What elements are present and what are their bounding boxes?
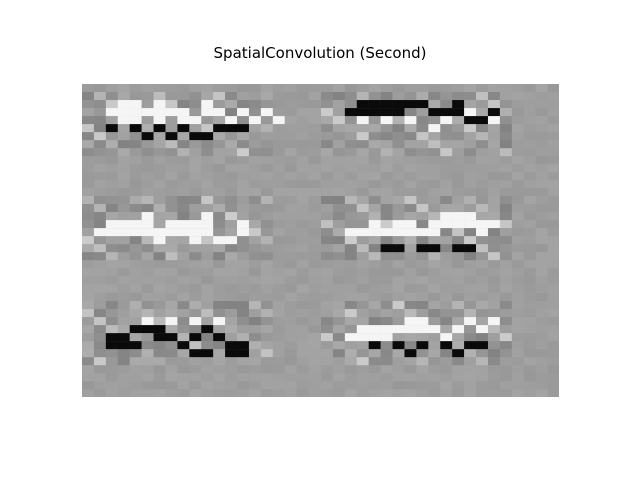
filter-tile-1 — [82, 84, 321, 189]
filter-image-2 — [320, 84, 559, 189]
filter-image-1 — [82, 84, 321, 189]
filter-tile-3 — [82, 188, 321, 293]
filter-tile-5 — [82, 292, 321, 397]
filter-image-6 — [320, 292, 559, 397]
filter-tile-6 — [320, 292, 559, 397]
figure-title: SpatialConvolution (Second) — [213, 44, 427, 62]
filter-tile-2 — [320, 84, 559, 189]
filter-image-5 — [82, 292, 321, 397]
filter-tile-4 — [320, 188, 559, 293]
filter-grid — [82, 84, 559, 397]
filter-image-4 — [320, 188, 559, 293]
filter-image-3 — [82, 188, 321, 293]
